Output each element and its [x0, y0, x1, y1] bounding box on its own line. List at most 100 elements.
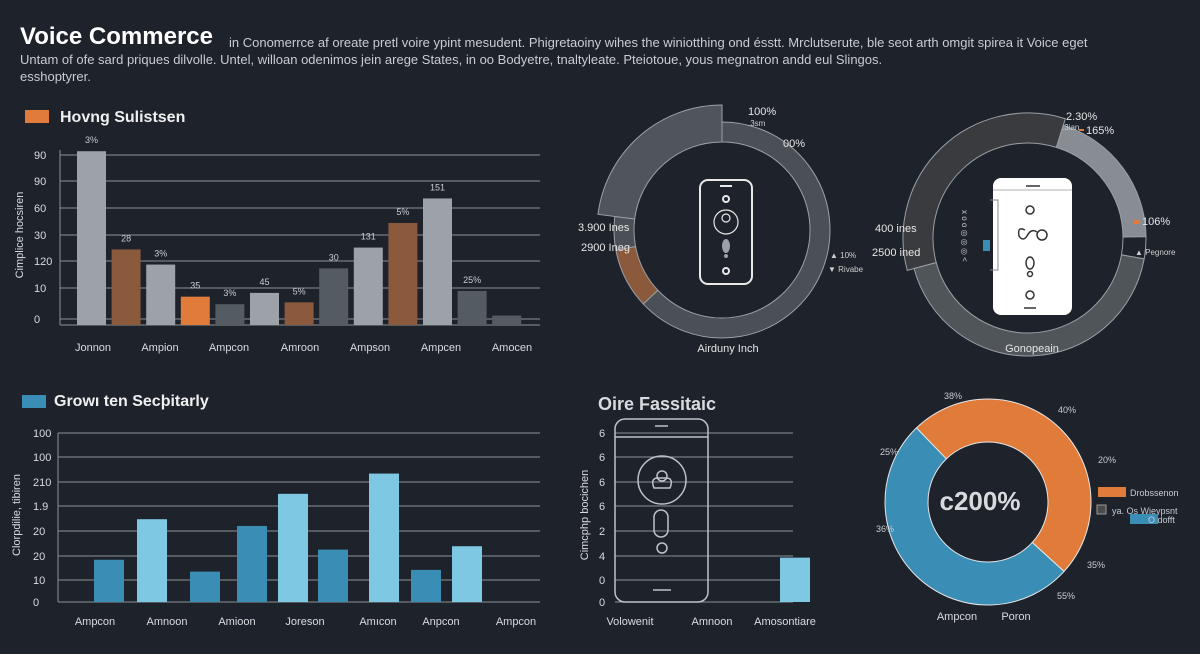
- ring-label: 2500 ined: [872, 247, 920, 259]
- page-title: Voice Commerce: [20, 23, 213, 50]
- x-tick-label: Ampcon: [496, 616, 536, 628]
- bar: [146, 264, 176, 325]
- bar: [250, 292, 279, 325]
- ring-segment: [902, 112, 1067, 271]
- bar-chart-bottom: Growı ten Secþitarly Clorpdilie, tibiren…: [11, 393, 540, 628]
- legend-swatch: [22, 395, 46, 408]
- legend-label: ya. Os Wieypsnt: [1112, 506, 1178, 516]
- data-label: 28: [121, 233, 131, 243]
- x-tick-label: Ampson: [350, 342, 390, 354]
- data-label: 3%: [85, 135, 98, 145]
- x-tick-label: Volowenit: [606, 616, 653, 628]
- data-label: 5%: [293, 286, 306, 296]
- legend-swatch: [1130, 514, 1158, 524]
- y-tick-label: 20: [33, 526, 45, 538]
- donut-chart: c200% 38% 40% 20% 25% 36% 35% 55% Ampcon Poron D…: [876, 391, 1179, 623]
- y-tick-label: 0: [599, 575, 605, 587]
- ring-segment: [615, 245, 659, 305]
- slice-label: 38%: [944, 391, 962, 401]
- bar: [190, 571, 220, 602]
- y-tick-label: 4: [599, 551, 605, 563]
- indicator-swatch: [983, 240, 990, 251]
- legend-swatch: [1096, 504, 1107, 515]
- bar: [94, 559, 124, 602]
- data-label: 151: [430, 182, 445, 192]
- x-tick-label: Amnoon: [692, 616, 733, 628]
- slice-label: 36%: [876, 524, 894, 534]
- bar: [215, 304, 245, 325]
- ring-label: 106%: [1142, 216, 1170, 228]
- bar: [137, 519, 167, 602]
- x-tick-label: Amnoon: [147, 616, 188, 628]
- ring-label: 3.900 Ines: [578, 222, 630, 234]
- x-tick-label: Jonnon: [75, 342, 111, 354]
- x-tick-label: Amioon: [218, 616, 255, 628]
- y-tick-label: 100: [33, 452, 51, 464]
- y-axis-label: Cimcphp bocichen: [579, 470, 591, 561]
- ring-label: 00%: [783, 138, 805, 150]
- x-tick-label: Anpcon: [422, 616, 459, 628]
- x-tick-label: Ampion: [141, 342, 178, 354]
- bottom-label: Poron: [1001, 611, 1030, 623]
- ring-label: 100%: [748, 106, 776, 118]
- chart-title: Oire Fassitaic: [598, 394, 716, 414]
- ring-segment: [913, 254, 1145, 357]
- side-glyphs: x o o ◎ ◎ ◎ <: [960, 210, 969, 262]
- x-tick-label: Ampcen: [421, 342, 461, 354]
- y-tick-label: 90: [34, 176, 46, 188]
- y-tick-label: 210: [33, 477, 51, 489]
- legend-label: O dofft: [1148, 515, 1175, 525]
- y-tick-label: 0: [33, 597, 39, 609]
- y-tick-label: 0: [599, 597, 605, 609]
- bar: [388, 223, 418, 325]
- bar: [318, 549, 348, 602]
- legend-label: Drobssenon: [1130, 488, 1179, 498]
- y-tick-label: 6: [599, 452, 605, 464]
- legend-swatch: [25, 110, 49, 123]
- y-tick-label: 20: [33, 551, 45, 563]
- data-label: 3%: [223, 288, 236, 298]
- ring-label: 2.30%: [1066, 111, 1097, 123]
- x-tick-label: Ampcon: [209, 342, 249, 354]
- bar: [278, 493, 308, 602]
- bar: [237, 525, 267, 602]
- y-tick-label: 90: [34, 150, 46, 162]
- x-tick-label: Amosontiare: [754, 616, 816, 628]
- x-tick-label: Joreson: [285, 616, 324, 628]
- y-tick-label: 6: [599, 477, 605, 489]
- y-tick-label: 1.9: [33, 501, 48, 513]
- slice-label: 55%: [1057, 591, 1075, 601]
- ring-label: 165%: [1086, 125, 1114, 137]
- data-label: 5%: [396, 207, 409, 217]
- bar: [77, 151, 106, 325]
- ring-segment: [642, 121, 831, 339]
- bar: [457, 291, 487, 325]
- bar: [369, 473, 399, 602]
- bar: [353, 247, 383, 325]
- data-label: 131: [361, 232, 376, 242]
- donut-center-label: c200%: [940, 486, 1021, 516]
- data-label: 30: [329, 252, 339, 262]
- slice-label: 25%: [880, 447, 898, 457]
- ring-caption: Gonopeain: [1005, 343, 1059, 355]
- ring-label: 400 ines: [875, 223, 917, 235]
- bar: [423, 198, 452, 325]
- x-tick-label: Amıcon: [359, 616, 396, 628]
- bar: [411, 569, 441, 602]
- ring-label: ▲ 10%: [830, 251, 856, 260]
- bar: [180, 296, 210, 325]
- bar: [452, 546, 482, 602]
- y-tick-label: 120: [34, 256, 52, 268]
- x-tick-label: Ampcon: [75, 616, 115, 628]
- ring-label: .3sm: [748, 119, 766, 128]
- ring-chart-right: x o o ◎ ◎ ◎ < 2.30% .3ian 165% 106% ▲ Pe…: [872, 111, 1176, 357]
- x-tick-label: Amocen: [492, 342, 532, 354]
- bar: [780, 557, 810, 602]
- y-tick-label: 100: [33, 428, 51, 440]
- donut-slice: [884, 427, 1065, 606]
- slice-label: 40%: [1058, 405, 1076, 415]
- intro-text-line-2: Untam of ofe sard priques dilvolle. Unte…: [20, 52, 882, 67]
- y-tick-label: 60: [34, 203, 46, 215]
